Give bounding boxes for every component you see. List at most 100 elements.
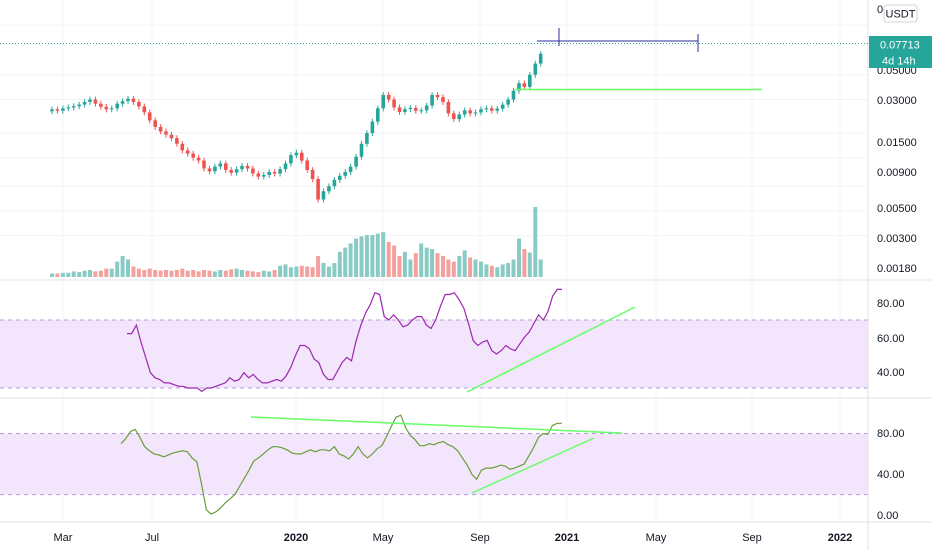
volume-bar [212, 271, 217, 277]
candle-body [71, 106, 76, 108]
volume-bar [299, 265, 304, 277]
volume-bar [462, 250, 467, 277]
candle-body [490, 108, 494, 111]
candlesticks [50, 51, 543, 203]
candle-body [343, 172, 347, 176]
candle-body [430, 94, 434, 106]
candle-body [126, 98, 130, 102]
candle-body [164, 131, 168, 135]
candle-body [180, 143, 185, 151]
candle-body [446, 102, 451, 114]
volume-bar [147, 268, 152, 277]
volume-bar [402, 251, 407, 277]
stoch-axis[interactable]: 80.00 40.00 0.00 [877, 428, 905, 522]
volume-bar [364, 235, 369, 277]
candle-body [348, 166, 353, 173]
stoch-tick: 0.00 [877, 510, 898, 522]
candle-body [224, 163, 228, 170]
time-tick: Mar [54, 532, 73, 544]
candle-body [55, 109, 60, 111]
volume-bar [517, 238, 521, 277]
volume-bar [522, 249, 527, 277]
candle-body [251, 168, 255, 174]
volume-bar [489, 265, 494, 277]
volume-bar [446, 259, 451, 277]
volume-bar [267, 271, 272, 277]
candle-body [468, 110, 472, 114]
candle-body [376, 108, 380, 122]
candle-body [50, 109, 54, 112]
volume-bar [435, 253, 440, 277]
indicator-bands [0, 319, 868, 496]
price-tick: 0.00180 [877, 263, 917, 275]
candle-body [484, 108, 489, 110]
volume-bar [359, 236, 364, 277]
volume-bar [66, 272, 71, 277]
candle-body [300, 152, 304, 161]
volume-bar [473, 259, 478, 277]
candle-body [310, 169, 315, 179]
volume-bar [104, 268, 109, 277]
price-tick: 0.03000 [877, 95, 917, 107]
stoch-line [120, 414, 562, 515]
volume-bar [131, 266, 136, 277]
rsi-axis[interactable]: 80.00 60.00 40.00 [877, 298, 905, 379]
volume-bar [381, 232, 386, 277]
volume-bar [370, 235, 375, 277]
candle-body [196, 157, 201, 161]
candle-body [359, 143, 364, 157]
countdown-value: 4d 14h [882, 56, 916, 68]
candle-body [191, 153, 195, 158]
candle-body [495, 108, 500, 111]
currency-badge[interactable]: USDT [883, 4, 918, 23]
price-tick: 0.00900 [877, 167, 917, 179]
candle-body [283, 163, 288, 170]
volume-bar [71, 271, 76, 277]
volume-bar [218, 270, 223, 277]
volume-bar [142, 270, 147, 277]
time-axis[interactable]: Mar Jul 2020 May Sep 2021 May Sep 2022 [54, 532, 853, 544]
volume-bar [419, 243, 424, 277]
candle-body [256, 173, 261, 177]
volume-bar [50, 273, 54, 277]
candle-body [120, 101, 125, 104]
candle-body [142, 106, 147, 113]
volume-bar [136, 268, 141, 277]
candle-body [403, 109, 407, 112]
volume-bar [60, 272, 65, 277]
volume-bar [120, 256, 125, 277]
volume-bar [506, 263, 511, 277]
candle-body [153, 120, 157, 127]
candle-body [137, 102, 141, 107]
volume-bar [288, 267, 293, 277]
candle-body [104, 106, 109, 110]
volume-bar [430, 249, 435, 277]
volume-bar [158, 270, 163, 277]
time-tick: Jul [145, 532, 159, 544]
candle-body [332, 179, 337, 187]
volume-bar [457, 256, 462, 277]
candle-body [473, 112, 478, 114]
volume-bar [229, 269, 234, 277]
candle-body [419, 110, 423, 112]
candle-body [305, 160, 309, 170]
candle-body [213, 166, 217, 172]
volume-bar [484, 264, 489, 277]
volume-bar [250, 271, 255, 277]
candle-body [109, 108, 114, 110]
volume-bar [305, 266, 310, 277]
volume-bar [185, 270, 190, 277]
candle-body [218, 163, 223, 167]
price-tick: 0.00300 [877, 233, 917, 245]
price-marker-value: 0.07713 [880, 40, 920, 52]
candle-body [538, 53, 543, 64]
candle-body [262, 175, 266, 177]
candle-body [147, 112, 152, 121]
candle-body [115, 103, 119, 109]
stoch-tick: 40.00 [877, 469, 905, 481]
volume-bar [55, 273, 60, 277]
candle-body [185, 150, 190, 154]
candle-body [511, 90, 516, 100]
candle-body [408, 107, 413, 110]
